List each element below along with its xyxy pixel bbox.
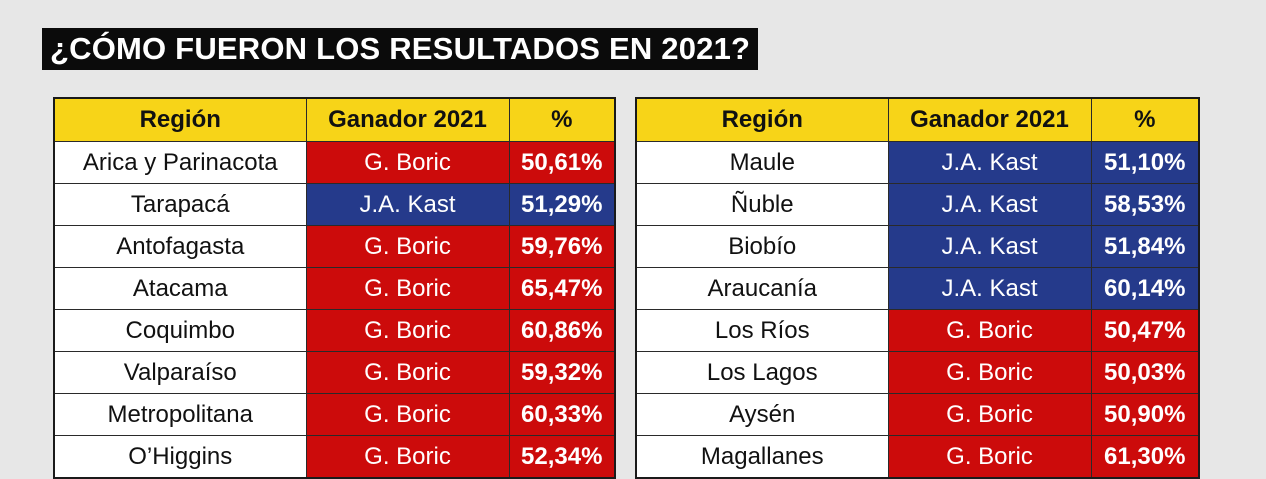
table-header-row: Región Ganador 2021 % (53, 97, 616, 142)
table-row: Los Lagos G. Boric 50,03% (635, 351, 1200, 394)
winner-cell: J.A. Kast (887, 141, 1092, 184)
percent-cell: 59,32% (508, 351, 616, 394)
region-cell: Araucanía (635, 267, 889, 310)
winner-cell: G. Boric (305, 435, 510, 479)
table-row: Atacama G. Boric 65,47% (53, 267, 616, 310)
table-row: O’Higgins G. Boric 52,34% (53, 435, 616, 479)
winner-cell: G. Boric (305, 141, 510, 184)
percent-cell: 50,03% (1090, 351, 1200, 394)
region-cell: Coquimbo (53, 309, 307, 352)
table-row: Biobío J.A. Kast 51,84% (635, 225, 1200, 268)
table-row: Ñuble J.A. Kast 58,53% (635, 183, 1200, 226)
region-cell: Antofagasta (53, 225, 307, 268)
winner-cell: G. Boric (887, 435, 1092, 479)
percent-cell: 51,84% (1090, 225, 1200, 268)
header-percent: % (508, 97, 616, 142)
percent-cell: 60,86% (508, 309, 616, 352)
winner-cell: J.A. Kast (887, 267, 1092, 310)
region-cell: Aysén (635, 393, 889, 436)
header-winner: Ganador 2021 (305, 97, 510, 142)
percent-cell: 59,76% (508, 225, 616, 268)
header-percent: % (1090, 97, 1200, 142)
region-cell: Los Ríos (635, 309, 889, 352)
winner-cell: G. Boric (305, 225, 510, 268)
winner-cell: J.A. Kast (887, 225, 1092, 268)
percent-cell: 50,47% (1090, 309, 1200, 352)
winner-cell: G. Boric (305, 267, 510, 310)
percent-cell: 65,47% (508, 267, 616, 310)
header-region: Región (53, 97, 307, 142)
percent-cell: 51,10% (1090, 141, 1200, 184)
table-row: Magallanes G. Boric 61,30% (635, 435, 1200, 479)
table-row: Coquimbo G. Boric 60,86% (53, 309, 616, 352)
table-header-row: Región Ganador 2021 % (635, 97, 1200, 142)
percent-cell: 60,14% (1090, 267, 1200, 310)
table-row: Aysén G. Boric 50,90% (635, 393, 1200, 436)
table-row: Arica y Parinacota G. Boric 50,61% (53, 141, 616, 184)
winner-cell: G. Boric (305, 309, 510, 352)
region-cell: O’Higgins (53, 435, 307, 479)
winner-cell: G. Boric (887, 351, 1092, 394)
table-row: Maule J.A. Kast 51,10% (635, 141, 1200, 184)
table-row: Metropolitana G. Boric 60,33% (53, 393, 616, 436)
header-winner: Ganador 2021 (887, 97, 1092, 142)
winner-cell: J.A. Kast (887, 183, 1092, 226)
page-title: ¿CÓMO FUERON LOS RESULTADOS EN 2021? (42, 28, 759, 70)
percent-cell: 51,29% (508, 183, 616, 226)
winner-cell: G. Boric (887, 393, 1092, 436)
winner-cell: J.A. Kast (305, 183, 510, 226)
percent-cell: 61,30% (1090, 435, 1200, 479)
table-row: Tarapacá J.A. Kast 51,29% (53, 183, 616, 226)
region-cell: Ñuble (635, 183, 889, 226)
percent-cell: 52,34% (508, 435, 616, 479)
winner-cell: G. Boric (305, 351, 510, 394)
region-cell: Atacama (53, 267, 307, 310)
header-region: Región (635, 97, 889, 142)
percent-cell: 50,90% (1090, 393, 1200, 436)
percent-cell: 58,53% (1090, 183, 1200, 226)
winner-cell: G. Boric (305, 393, 510, 436)
region-cell: Arica y Parinacota (53, 141, 307, 184)
region-cell: Biobío (635, 225, 889, 268)
results-table-right: Región Ganador 2021 % Maule J.A. Kast 51,1… (635, 97, 1200, 479)
percent-cell: 50,61% (508, 141, 616, 184)
percent-cell: 60,33% (508, 393, 616, 436)
region-cell: Maule (635, 141, 889, 184)
region-cell: Magallanes (635, 435, 889, 479)
table-row: Antofagasta G. Boric 59,76% (53, 225, 616, 268)
winner-cell: G. Boric (887, 309, 1092, 352)
table-row: Araucanía J.A. Kast 60,14% (635, 267, 1200, 310)
table-row: Los Ríos G. Boric 50,47% (635, 309, 1200, 352)
region-cell: Los Lagos (635, 351, 889, 394)
results-table-left: Región Ganador 2021 % Arica y Parinacota… (53, 97, 616, 479)
region-cell: Valparaíso (53, 351, 307, 394)
region-cell: Tarapacá (53, 183, 307, 226)
region-cell: Metropolitana (53, 393, 307, 436)
table-row: Valparaíso G. Boric 59,32% (53, 351, 616, 394)
